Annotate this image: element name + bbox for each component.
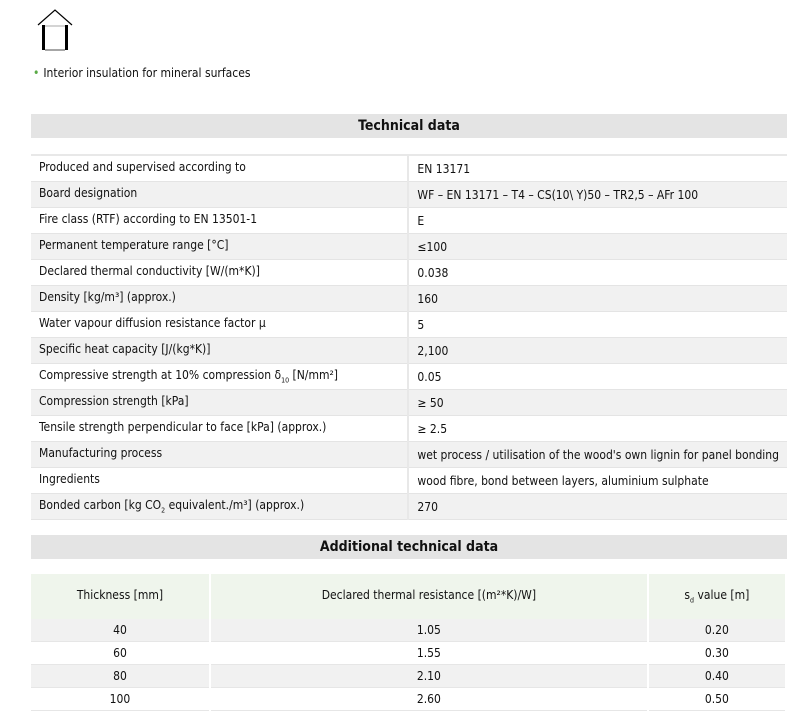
- table-cell: 2.10: [209, 664, 649, 688]
- table-row: Specific heat capacity [J/(kg*K)] 2,100: [31, 337, 787, 364]
- label-pre: Declared thermal resistance [(m²*K)/W]: [321, 588, 537, 603]
- label-pre: Board designation: [39, 186, 138, 201]
- column-header: sd value [m]: [647, 574, 788, 619]
- table-cell: 1.05: [209, 619, 649, 642]
- table-row: Permanent temperature range [°C] ≤100: [31, 233, 787, 260]
- property-label: Compressive strength at 10% compression …: [31, 363, 410, 390]
- label-sub: 2: [161, 506, 166, 515]
- property-value: ≥ 2.5: [408, 415, 787, 442]
- additional-data-heading: Additional technical data: [31, 535, 787, 559]
- bullet-icon: •: [33, 66, 40, 80]
- label-pre: Ingredients: [39, 472, 100, 487]
- table-cell: 0.50: [647, 687, 788, 711]
- house-icon: [37, 9, 73, 51]
- label-post: value [m]: [694, 588, 750, 603]
- table-row: Manufacturing process wet process / utili…: [31, 441, 787, 468]
- label-pre: Declared thermal conductivity [W/(m*K)]: [39, 264, 260, 279]
- label-pre: Thickness [mm]: [76, 588, 164, 603]
- table-cell: 40: [31, 619, 211, 642]
- column-header: Thickness [mm]: [31, 574, 211, 619]
- table-cell: 80: [31, 664, 211, 688]
- table-cell: 100: [31, 687, 211, 711]
- label-pre: s: [684, 588, 691, 603]
- label-sub: 10: [281, 376, 290, 385]
- table-row: 100 2.60 0.50: [31, 687, 788, 711]
- table-row: Ingredients wood fibre, bond between laye…: [31, 467, 787, 494]
- table-row: Declared thermal conductivity [W/(m*K)] 0…: [31, 259, 787, 286]
- label-pre: Density [kg/m³] (approx.): [39, 290, 176, 305]
- table-row: Tensile strength perpendicular to face […: [31, 415, 787, 442]
- table-cell: 60: [31, 641, 211, 665]
- table-cell: 2.60: [209, 687, 649, 711]
- label-pre: Compression strength [kPa]: [39, 394, 189, 409]
- property-label: Ingredients: [31, 467, 410, 494]
- table-cell: 1.55: [209, 641, 649, 665]
- technical-data-heading: Technical data: [31, 114, 787, 138]
- property-label: Declared thermal conductivity [W/(m*K)]: [31, 259, 410, 286]
- property-label: Tensile strength perpendicular to face […: [31, 415, 410, 442]
- property-label: Manufacturing process: [31, 441, 410, 468]
- table-row: Density [kg/m³] (approx.) 160: [31, 285, 787, 312]
- table-row: Compressive strength at 10% compression …: [31, 363, 787, 390]
- property-value: ≤100: [408, 233, 787, 260]
- property-value: 0.05: [408, 363, 787, 390]
- property-value: wet process / utilisation of the wood's …: [408, 441, 787, 468]
- column-header: Declared thermal resistance [(m²*K)/W]: [209, 574, 649, 619]
- label-pre: Tensile strength perpendicular to face […: [39, 420, 327, 435]
- label-pre: Compressive strength at 10% compression …: [39, 368, 282, 383]
- property-value: EN 13171: [408, 155, 787, 182]
- property-value: E: [408, 207, 787, 234]
- property-label: Compression strength [kPa]: [31, 389, 410, 416]
- label-pre: Produced and supervised according to: [39, 160, 246, 175]
- property-label: Board designation: [31, 181, 410, 208]
- property-label: Fire class (RTF) according to EN 13501-1: [31, 207, 410, 234]
- property-value: 270: [408, 493, 787, 520]
- property-label: Specific heat capacity [J/(kg*K)]: [31, 337, 410, 364]
- table-row: Water vapour diffusion resistance factor…: [31, 311, 787, 338]
- table-row: Fire class (RTF) according to EN 13501-1…: [31, 207, 787, 234]
- technical-data-table: Produced and supervised according to EN 1…: [31, 154, 787, 520]
- property-label: Permanent temperature range [°C]: [31, 233, 410, 260]
- label-sub: d: [690, 596, 695, 605]
- property-label: Density [kg/m³] (approx.): [31, 285, 410, 312]
- label-pre: Fire class (RTF) according to EN 13501-1: [39, 212, 258, 227]
- property-value: 0.038: [408, 259, 787, 286]
- feature-bullet: • Interior insulation for mineral surface…: [33, 66, 250, 80]
- label-pre: Water vapour diffusion resistance factor…: [39, 316, 266, 331]
- table-cell: 0.40: [647, 664, 788, 688]
- additional-data-table: Thickness [mm] Declared thermal resistanc…: [31, 574, 788, 711]
- table-row: 40 1.05 0.20: [31, 619, 788, 642]
- table-cell: 0.30: [647, 641, 788, 665]
- table-row: 60 1.55 0.30: [31, 641, 788, 665]
- property-value: ≥ 50: [408, 389, 787, 416]
- label-pre: Bonded carbon [kg CO: [39, 498, 162, 513]
- table-row: 80 2.10 0.40: [31, 664, 788, 688]
- label-pre: Permanent temperature range [°C]: [39, 238, 229, 253]
- property-value: 160: [408, 285, 787, 312]
- label-pre: Specific heat capacity [J/(kg*K)]: [39, 342, 211, 357]
- bullet-text: Interior insulation for mineral surfaces: [43, 66, 251, 80]
- label-post: [N/mm²]: [289, 368, 339, 383]
- property-label: Bonded carbon [kg CO2 equivalent./m³] (a…: [31, 493, 410, 520]
- property-value: 5: [408, 311, 787, 338]
- property-value: 2,100: [408, 337, 787, 364]
- table-row: Compression strength [kPa] ≥ 50: [31, 389, 787, 416]
- property-value: wood fibre, bond between layers, alumini…: [408, 467, 787, 494]
- label-pre: Manufacturing process: [39, 446, 163, 461]
- property-value: WF – EN 13171 – T4 – CS(10\ Y)50 – TR2,5…: [408, 181, 787, 208]
- property-label: Water vapour diffusion resistance factor…: [31, 311, 410, 338]
- property-label: Produced and supervised according to: [31, 155, 410, 182]
- label-post: equivalent./m³] (approx.): [165, 498, 305, 513]
- table-row: Bonded carbon [kg CO2 equivalent./m³] (a…: [31, 493, 787, 520]
- table-row: Produced and supervised according to EN 1…: [31, 155, 787, 182]
- table-row: Board designation WF – EN 13171 – T4 – CS…: [31, 181, 787, 208]
- table-cell: 0.20: [647, 619, 788, 642]
